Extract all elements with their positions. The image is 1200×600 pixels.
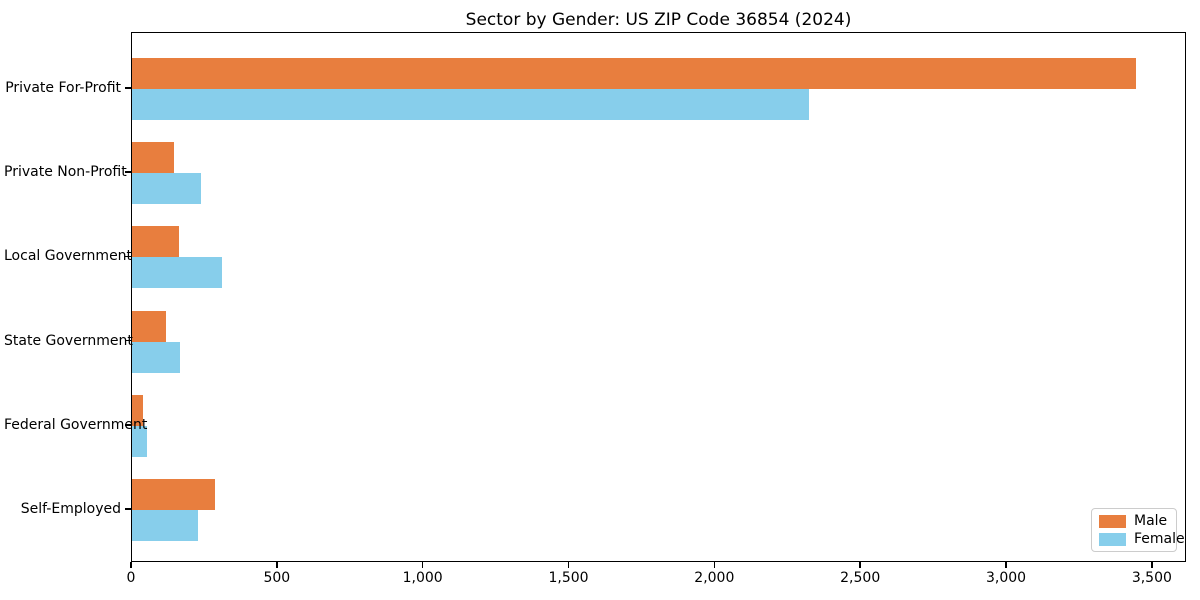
y-tick-label: Federal Government	[4, 416, 148, 433]
x-tick-mark	[567, 562, 570, 568]
bar-female-0	[132, 89, 809, 120]
legend-entry-male: Male	[1099, 514, 1169, 528]
x-tick-mark	[1005, 562, 1007, 568]
bar-female-1	[132, 173, 202, 205]
x-tick-mark	[859, 562, 861, 568]
bar-male-1	[132, 142, 175, 174]
y-tick-mark	[125, 508, 131, 510]
x-tick-label: 0	[126, 570, 136, 586]
x-tick-label: 500	[263, 570, 291, 586]
bar-male-0	[132, 58, 1137, 89]
x-tick-label: 2,000	[694, 570, 735, 586]
x-tick-label: 2,500	[840, 570, 881, 586]
x-tick-mark	[1151, 562, 1153, 568]
plot-area	[131, 32, 1186, 562]
bar-male-3	[132, 310, 167, 342]
y-tick-label: State Government	[4, 332, 133, 349]
y-tick-mark	[125, 255, 131, 258]
bar-male-5	[132, 479, 216, 510]
bar-female-3	[132, 341, 181, 373]
legend: Male Female	[1091, 508, 1185, 552]
bar-female-5	[132, 510, 198, 541]
x-tick-mark	[130, 562, 132, 568]
legend-swatch-male	[1099, 514, 1126, 528]
y-tick-label: Self-Employed	[20, 501, 121, 517]
legend-label: Female	[1134, 531, 1185, 547]
y-tick-label: Private Non-Profit	[4, 164, 127, 181]
x-tick-mark	[421, 562, 424, 568]
x-tick-mark	[713, 562, 716, 568]
legend-entry-female: Female	[1099, 532, 1185, 546]
x-tick-label: 1,500	[548, 570, 589, 586]
x-tick-label: 3,000	[985, 570, 1027, 586]
legend-label: Male	[1134, 513, 1168, 529]
x-tick-mark	[276, 562, 278, 568]
y-tick-mark	[125, 87, 131, 89]
bar-male-4	[132, 394, 144, 426]
y-tick-label: Local Government	[4, 248, 133, 265]
bar-male-2	[132, 226, 180, 258]
bar-female-4	[132, 425, 147, 457]
bar-female-2	[132, 257, 222, 289]
legend-swatch-female	[1099, 532, 1126, 546]
y-tick-label: Private For-Profit	[5, 80, 121, 96]
x-tick-label: 1,000	[402, 570, 443, 586]
y-tick-mark	[125, 339, 131, 342]
y-tick-mark	[125, 171, 131, 173]
x-tick-label: 3,500	[1131, 570, 1172, 586]
chart-title: Sector by Gender: US ZIP Code 36854 (202…	[465, 10, 852, 30]
y-tick-mark	[125, 424, 131, 426]
